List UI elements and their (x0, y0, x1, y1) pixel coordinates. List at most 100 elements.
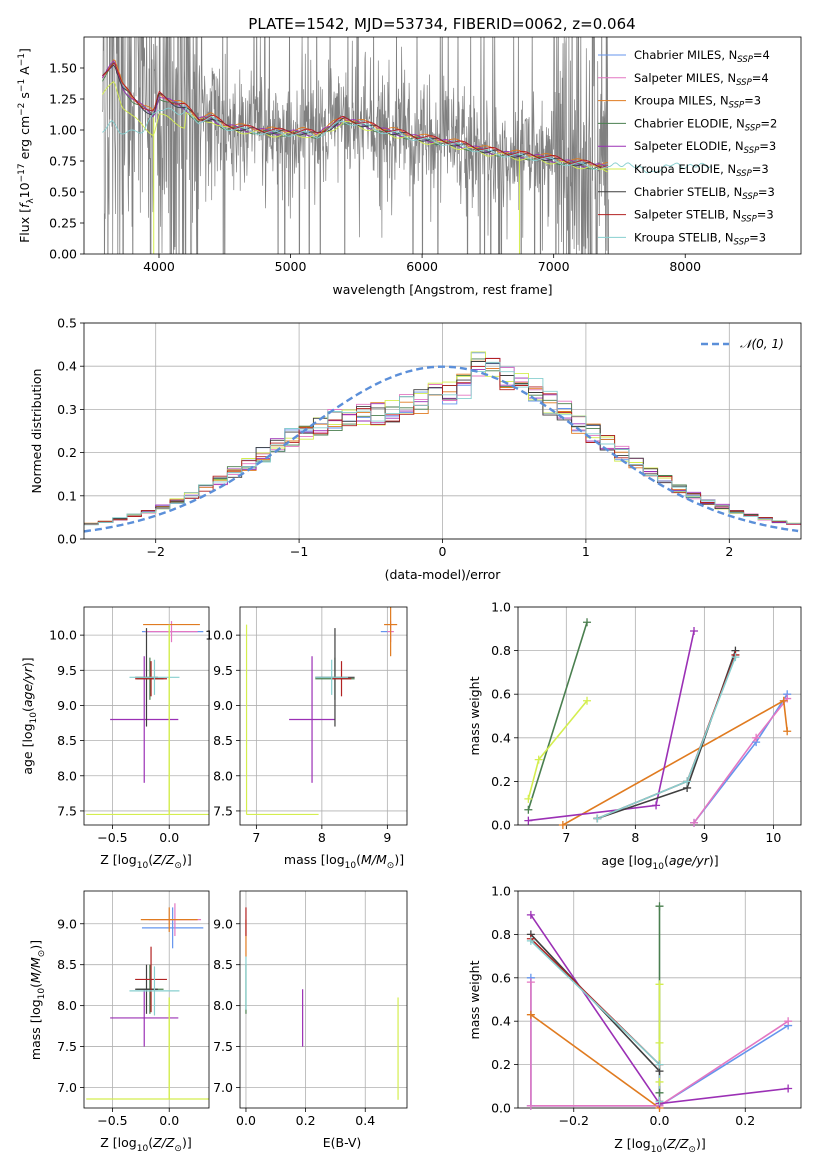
data-point (583, 618, 592, 627)
x-axis-label: E(B-V) (323, 1135, 362, 1150)
legend-item: Salpeter MILES, NSSP=4 (634, 71, 769, 88)
data-point (655, 1097, 664, 1106)
data-point (652, 801, 661, 810)
legend-item: Chabrier MILES, NSSP=4 (634, 48, 770, 65)
panel-mass_vs_ebv: 0.0 0.2 0.4 7.0 7.5 8.0 8.5 9.0 E(B-V) (213, 890, 408, 1150)
axes-frame (83, 36, 802, 255)
y-axis-label: mass weight (467, 676, 482, 755)
axes: −0.2 0.0 0.2 0.0 0.2 0.4 0.6 0.8 1.0 Z [log10(Z/Z… (467, 884, 802, 1155)
x-tick-label: −0.5 (97, 830, 127, 845)
y-tick-label: 8.0 (57, 768, 77, 783)
axes: 0.0 0.2 0.4 7.0 7.5 8.0 8.5 9.0 E(B-V) (213, 890, 408, 1150)
y-tick-label: 0.00 (49, 247, 77, 262)
hist-kroupa-stelib (84, 361, 801, 526)
x-axis-label: Z [log10(Z/Z⊙)] (100, 852, 191, 871)
y-axis-label: age [log10(age/yr)] (20, 657, 39, 774)
grid (84, 322, 801, 540)
x-tick-label: 10 (765, 830, 781, 845)
y-tick-label: 0.4 (57, 359, 77, 374)
model-line-salpeter-stelib (102, 62, 608, 168)
y-tick-label: 7.5 (57, 803, 77, 818)
x-tick-label: 0.2 (735, 1113, 755, 1128)
data-point (524, 805, 533, 814)
x-axis-label: Z [log10(Z/Z⊙)] (614, 1136, 705, 1155)
y-tick-label: 0.2 (57, 445, 77, 460)
axes: 7 8 9 7.5 8.0 8.5 9.0 9.5 10.0 mass [log10(M/M⊙)] (205, 606, 408, 871)
y-tick-label: 0.50 (49, 185, 77, 200)
series-salpeter-miles (530, 982, 789, 1107)
y-tick-label: 1.0 (491, 600, 511, 615)
data-point (690, 818, 699, 827)
axes-frame (239, 890, 408, 1109)
data-point (690, 626, 699, 635)
axes-frame (83, 890, 210, 1109)
panel-weight_vs_Z: −0.2 0.0 0.2 0.0 0.2 0.4 0.6 0.8 1.0 Z [log10(Z/Z… (467, 884, 802, 1155)
x-axis-label: (data-model)/error (385, 567, 502, 582)
y-axis-label: Normed distribution (29, 369, 44, 494)
grid (240, 891, 407, 1108)
axes-frame (517, 606, 802, 826)
data-point (526, 936, 535, 945)
data-point (583, 696, 592, 705)
panels: 4000 5000 6000 7000 80000.000.250.500.751.00… (17, 36, 802, 1155)
x-tick-label: 9 (700, 830, 708, 845)
spectrum-title: PLATE=1542, MJD=53734, FIBERID=0062, z=0… (248, 15, 635, 33)
series-salpeter-elodie (528, 630, 695, 822)
x-axis-label: mass [log10(M/M⊙)] (284, 852, 404, 871)
y-tick-label: 0.8 (491, 643, 511, 658)
panel-mass_vs_Z: −0.5 0.0 7.0 7.5 8.0 8.5 9.0 Z [log10(Z/Z⊙)] mas… (28, 890, 210, 1154)
x-tick-label: 4000 (143, 259, 175, 274)
y-tick-label: 8.5 (213, 733, 233, 748)
data-point (683, 777, 692, 786)
y-tick-label: 7.5 (213, 803, 233, 818)
y-tick-label: 9.0 (57, 916, 77, 931)
y-tick-label: 0.8 (491, 927, 511, 942)
legend: 𝒩(0, 1) (701, 337, 784, 351)
axes-frame (239, 606, 408, 826)
data-point (779, 696, 788, 705)
y-tick-label: 0.1 (57, 488, 77, 503)
y-tick-label: 0.2 (491, 774, 511, 789)
x-tick-label: −0.2 (559, 1113, 589, 1128)
axes: 7 8 9 10 0.0 0.2 0.4 0.6 0.8 1.0 age [log10(age/yr… (467, 600, 802, 872)
data-point (558, 821, 567, 829)
y-tick-label: 8.0 (213, 998, 233, 1013)
panel-residuals: −2 −1 0 1 2 0.0 0.1 0.2 0.3 0.4 0.5 (data-model)/er… (29, 316, 802, 582)
x-tick-label: 0.4 (355, 1113, 375, 1128)
y-tick-label: 7.0 (213, 1080, 233, 1095)
y-tick-label: 10.0 (205, 628, 233, 643)
y-tick-label: 0.75 (49, 154, 77, 169)
plot-area (102, 37, 712, 254)
plot-area (527, 622, 788, 825)
data-point (534, 755, 543, 764)
y-tick-label: 1.50 (49, 61, 77, 76)
legend: Chabrier MILES, NSSP=4 Salpeter MILES, NS… (598, 48, 777, 247)
data-point (526, 1101, 535, 1110)
model-line-kroupa-miles (102, 59, 608, 167)
plot-area (530, 906, 789, 1108)
normal-curve (84, 365, 799, 533)
y-tick-label: 0.5 (57, 316, 77, 331)
legend-item: Chabrier ELODIE, NSSP=2 (634, 116, 777, 133)
y-tick-label: 7.5 (57, 1039, 77, 1054)
x-axis-label: wavelength [Angstrom, rest frame] (332, 282, 552, 297)
panel-age_vs_Z: −0.5 0.0 7.5 8.0 8.5 9.0 9.5 10.0 Z [log10(Z/Z⊙)… (20, 606, 210, 871)
model-line-kroupa-stelib (102, 106, 712, 174)
data-point (784, 1017, 793, 1026)
y-tick-label: 8.5 (57, 733, 77, 748)
data-point (524, 816, 533, 825)
data-point (655, 902, 664, 911)
x-tick-label: 0.0 (159, 830, 179, 845)
panel-spectrum: 4000 5000 6000 7000 8000 0.00 0.25 0.50 0.75 1.00… (17, 36, 802, 297)
plot-area (86, 621, 209, 816)
legend-item: Kroupa MILES, NSSP=3 (634, 94, 761, 111)
y-tick-label: 0.6 (491, 687, 511, 702)
data-point (593, 814, 602, 823)
y-tick-label: 8.5 (213, 957, 233, 972)
data-point (783, 727, 792, 736)
y-axis-label: mass weight (467, 960, 482, 1039)
data-point (526, 1010, 535, 1019)
x-tick-label: 8000 (669, 259, 701, 274)
x-tick-label: 0.0 (159, 1113, 179, 1128)
